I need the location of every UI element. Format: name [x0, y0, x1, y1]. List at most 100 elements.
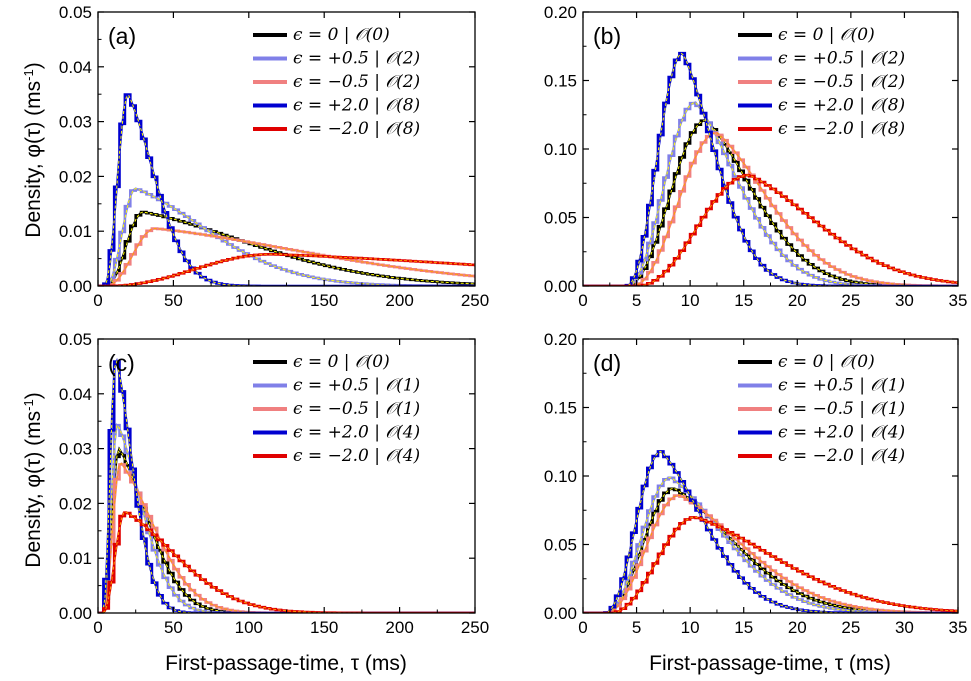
y-tick-label: 0.10 — [544, 467, 577, 486]
legend-entry: ϵ = −2.0 | 𝒪(4) — [778, 446, 905, 466]
x-tick-label: 50 — [164, 291, 183, 310]
x-tick-label: 15 — [734, 618, 753, 637]
y-tick-label: 0.10 — [544, 140, 577, 159]
y-tick-label: 0.04 — [59, 385, 92, 404]
x-tick-label: 35 — [949, 618, 968, 637]
x-axis-label-right: First-passage-time, τ (ms) — [649, 652, 891, 675]
series-group — [98, 357, 475, 613]
y-tick-label: 0.05 — [544, 209, 577, 228]
series-theory-5 — [98, 253, 475, 286]
legend-entry: ϵ = +2.0 | 𝒪(8) — [778, 96, 905, 116]
x-tick-label: 0 — [578, 618, 587, 637]
series-line-1 — [98, 446, 475, 613]
series-theory-3 — [98, 227, 475, 286]
panel-tag: (d) — [593, 350, 621, 376]
y-tick-label: 0.20 — [544, 330, 577, 349]
y-tick-label: 0.15 — [544, 72, 577, 91]
panel-a: 0 50 100 150 200 250 0.00 0.01 0.02 0.03 0.04 0.05 (… — [59, 3, 489, 310]
x-tick-label: 15 — [734, 291, 753, 310]
legend-entry: ϵ = −0.5 | 𝒪(1) — [778, 399, 905, 419]
x-tick-label: 25 — [841, 291, 860, 310]
series-histogram-4 — [98, 360, 475, 613]
panel-c: 0 50 100 150 200 250 0.00 0.01 0.02 0.03 0.04 0.05 (… — [59, 330, 489, 637]
x-tick-label: 0 — [93, 291, 102, 310]
legend-entry: ϵ = 0 | 𝒪(0) — [293, 352, 390, 372]
x-tick-label: 150 — [310, 291, 338, 310]
panel-tag: (a) — [108, 23, 136, 49]
y-tick-label: 0.02 — [59, 167, 92, 186]
series-theory-4 — [98, 359, 475, 613]
legend-entry: ϵ = +2.0 | 𝒪(8) — [293, 96, 420, 116]
y-tick-label: 0.05 — [544, 536, 577, 555]
y-tick-label: 0.00 — [544, 604, 577, 623]
x-tick-label: 250 — [461, 618, 489, 637]
series-line-4 — [583, 450, 958, 613]
series-histogram-3 — [583, 131, 958, 286]
series-histogram-4 — [583, 51, 958, 286]
y-tick-label: 0.01 — [59, 549, 92, 568]
x-tick-label: 250 — [461, 291, 489, 310]
series-theory-1 — [98, 211, 475, 286]
legend-entry: ϵ = +2.0 | 𝒪(4) — [293, 423, 420, 443]
x-tick-label: 100 — [235, 618, 263, 637]
y-tick-label: 0.00 — [544, 277, 577, 296]
y-tick-label: 0.03 — [59, 440, 92, 459]
x-tick-label: 5 — [632, 291, 641, 310]
x-tick-label: 35 — [949, 291, 968, 310]
legend-entry: ϵ = +0.5 | 𝒪(2) — [293, 49, 420, 69]
legend-entry: ϵ = +2.0 | 𝒪(4) — [778, 423, 905, 443]
y-tick-label: 0.05 — [59, 330, 92, 349]
series-group — [583, 450, 958, 613]
x-tick-label: 200 — [385, 618, 413, 637]
y-tick-label: 0.03 — [59, 113, 92, 132]
series-theory-2 — [583, 476, 958, 613]
panel-d: 0 5 10 15 20 25 30 35 0.00 0.05 0.10 0.15 0.20 (d) ϵ =… — [544, 330, 968, 637]
x-tick-label: 30 — [895, 618, 914, 637]
x-tick-label: 10 — [681, 291, 700, 310]
series-histogram-4 — [98, 93, 475, 286]
legend-entry: ϵ = −2.0 | 𝒪(8) — [293, 119, 420, 139]
x-axis-label-left: First-passage-time, τ (ms) — [165, 652, 407, 675]
panel-tag: (c) — [108, 350, 135, 376]
legend: ϵ = 0 | 𝒪(0) ϵ = +0.5 | 𝒪(2) ϵ = −0.5 | 𝒪(… — [738, 25, 905, 139]
series-theory-3 — [583, 494, 958, 613]
series-theory-4 — [583, 450, 958, 613]
x-tick-label: 20 — [788, 618, 807, 637]
x-tick-label: 200 — [385, 291, 413, 310]
panel-b: 0 5 10 15 20 25 30 35 0.00 0.05 0.10 0.15 0.20 (b) ϵ =… — [544, 3, 968, 310]
y-tick-label: 0.05 — [59, 3, 92, 22]
x-tick-label: 0 — [93, 618, 102, 637]
x-tick-label: 50 — [164, 618, 183, 637]
legend: ϵ = 0 | 𝒪(0) ϵ = +0.5 | 𝒪(1) ϵ = −0.5 | 𝒪(… — [738, 352, 905, 466]
series-group — [583, 51, 958, 286]
series-theory-4 — [98, 94, 475, 286]
legend-entry: ϵ = +0.5 | 𝒪(1) — [778, 376, 905, 396]
series-histogram-2 — [583, 476, 958, 613]
y-tick-label: 0.15 — [544, 399, 577, 418]
legend-entry: ϵ = −2.0 | 𝒪(8) — [778, 119, 905, 139]
y-tick-label: 0.01 — [59, 222, 92, 241]
legend-entry: ϵ = −0.5 | 𝒪(2) — [293, 72, 420, 92]
series-line-2 — [98, 187, 475, 286]
y-axis-label-bottom: Density, φ(τ) (ms-1) — [21, 392, 46, 567]
legend-entry: ϵ = 0 | 𝒪(0) — [778, 352, 875, 372]
x-tick-label: 5 — [632, 618, 641, 637]
x-tick-label: 10 — [681, 618, 700, 637]
x-tick-label: 150 — [310, 618, 338, 637]
x-tick-label: 30 — [895, 291, 914, 310]
panel-tag: (b) — [593, 23, 621, 49]
series-theory-3 — [583, 132, 958, 286]
legend: ϵ = 0 | 𝒪(0) ϵ = +0.5 | 𝒪(1) ϵ = −0.5 | 𝒪(… — [253, 352, 420, 466]
series-theory-4 — [583, 52, 958, 286]
series-theory-1 — [98, 447, 475, 613]
panels-group: 0 50 100 150 200 2500.000.010.020.030.040.05(… — [59, 3, 968, 637]
series-group — [98, 93, 475, 286]
y-tick-label: 0.00 — [59, 604, 92, 623]
series-theory-5 — [98, 511, 475, 613]
series-theory-2 — [98, 424, 475, 613]
x-tick-label: 0 — [578, 291, 587, 310]
series-theory-5 — [583, 174, 958, 286]
y-tick-label: 0.02 — [59, 494, 92, 513]
y-tick-label: 0.00 — [59, 277, 92, 296]
